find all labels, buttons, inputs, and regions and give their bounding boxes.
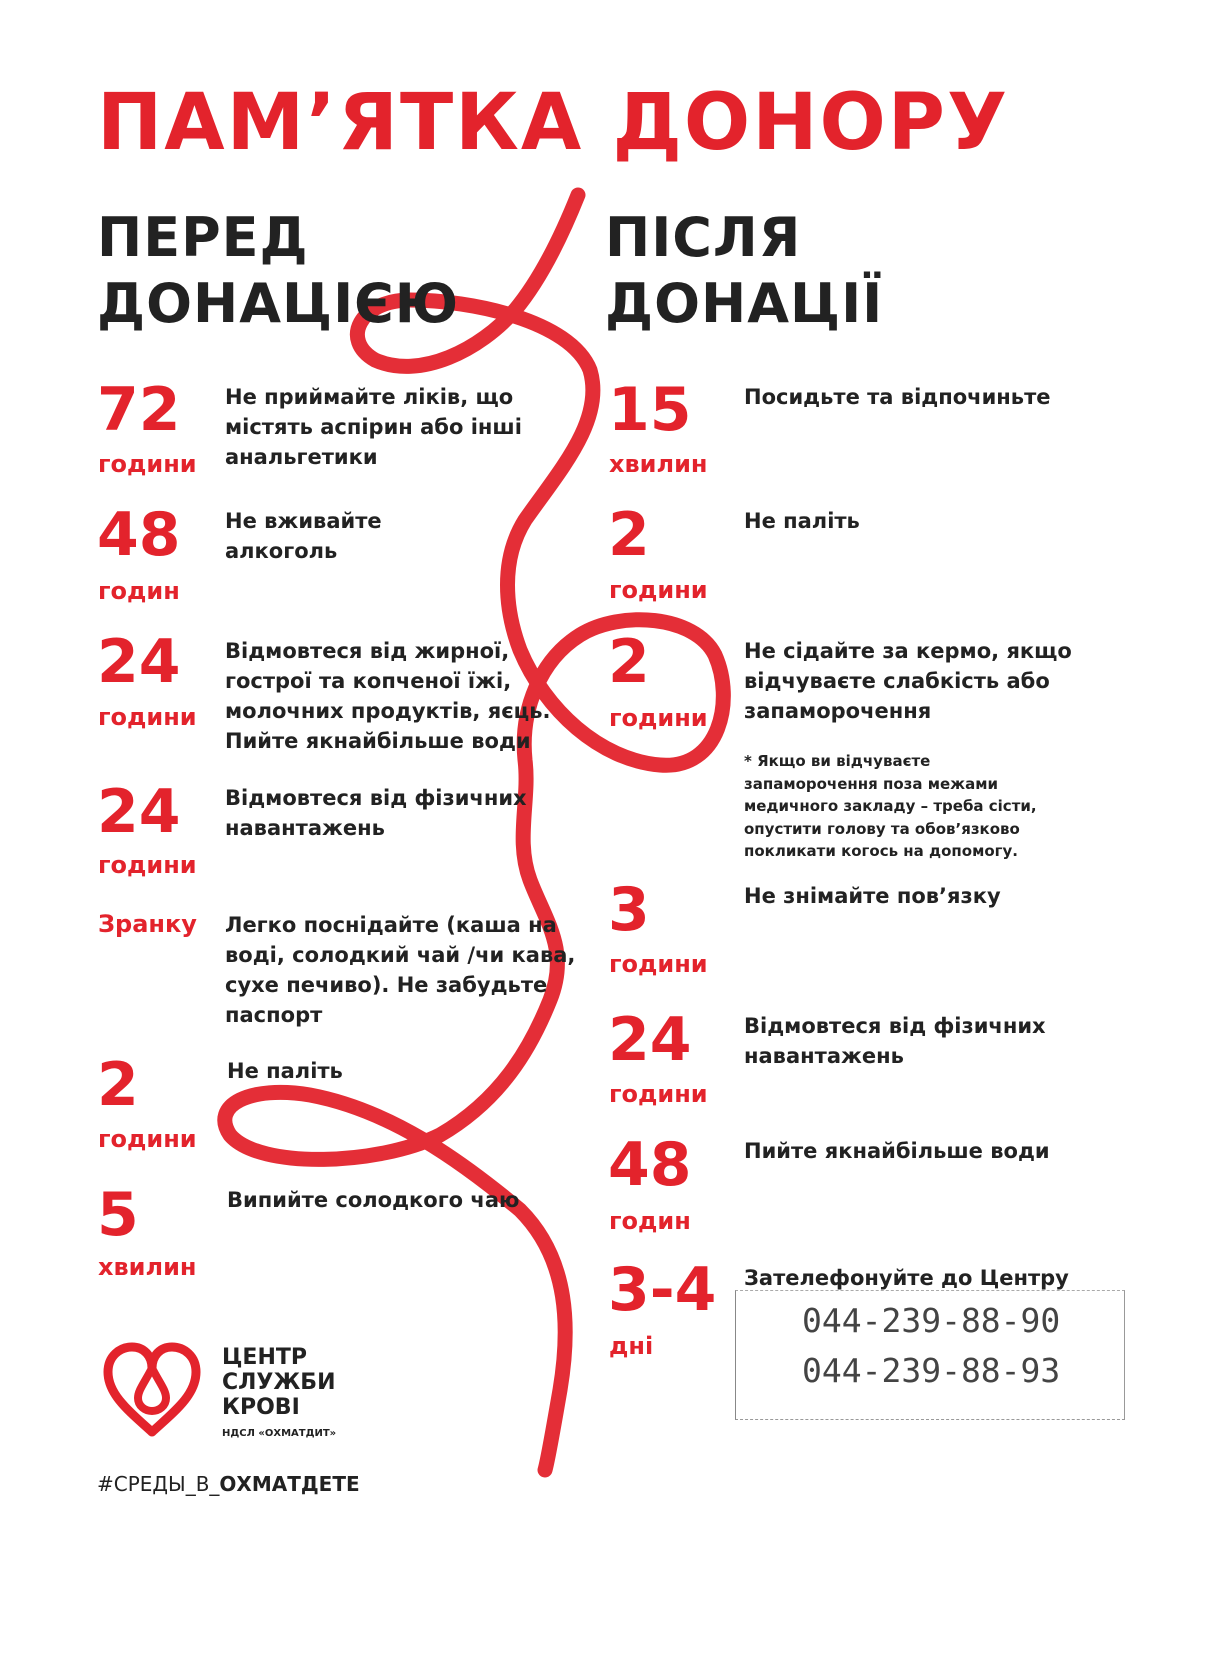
hashtag: #СРЕДЫ_В_ОХМАТДЕТЕ [97,1472,360,1496]
after-item-text: Відмовтеся від фізичних навантажень [744,1014,1046,1068]
after-item-number: 2 [608,627,650,697]
after-item-text: Не паліть [744,509,860,533]
before-item-number: 24 [97,627,181,697]
before-donation-heading: ПЕРЕД ДОНАЦІЄЮ [97,206,460,335]
after-donation-heading: ПІСЛЯ ДОНАЦІЇ [605,206,884,335]
after-item-unit: дні [609,1332,654,1360]
before-item-text: Не паліть [227,1059,343,1083]
after-item-text: Не знімайте пов’язку [744,884,1001,908]
after-item-unit: хвилин [609,450,708,478]
after-item-number: 3-4 [608,1255,717,1325]
after-item-number: 2 [608,500,650,570]
after-item-text: Посидьте та відпочиньте [744,385,1051,409]
before-item-text: Відмовтеся від фізичних навантажень [225,786,527,840]
after-item-unit: години [609,576,708,604]
before-item-unit: години [98,703,197,731]
dizziness-note: * Якщо ви відчуваєте запаморочення поза … [744,752,1037,860]
before-item-number: 2 [97,1050,139,1120]
before-item-number: 72 [97,375,181,445]
after-item-number: 48 [608,1130,692,1200]
after-item-unit: години [609,704,708,732]
page-title: ПАМ’ЯТКА ДОНОРУ [97,78,1010,168]
before-item-number: 24 [97,777,181,847]
before-item-number: 5 [97,1180,139,1250]
after-item-number: 15 [608,375,692,445]
before-item-unit: годин [98,577,180,605]
before-item-text: Випийте солодкого чаю [227,1188,520,1212]
hashtag-bold: ОХМАТДЕТЕ [219,1472,360,1496]
after-item-unit: годин [609,1207,691,1235]
after-item-unit: години [609,950,708,978]
phone-number: 044-239-88-90 [802,1301,1061,1340]
before-item-text: Легко поснідайте (каша на воді, солодкий… [225,913,576,1027]
after-item-text: Зателефонуйте до Центру [744,1266,1069,1290]
hashtag-plain: #СРЕДЫ_В_ [97,1472,220,1496]
before-item-text: Не приймайте ліків, що містять аспірин а… [225,385,522,469]
after-item-text: Пийте якнайбільше води [744,1139,1050,1163]
before-item-unit: години [98,851,197,879]
before-item-unit: Зранку [98,910,197,938]
before-item-unit: години [98,450,197,478]
before-item-unit: години [98,1125,197,1153]
before-item-text: Не вживайте алкоголь [225,509,382,563]
heart-drop-icon [103,1342,201,1437]
before-item-number: 48 [97,500,181,570]
before-item-unit: хвилин [98,1253,197,1281]
after-item-unit: години [609,1080,708,1108]
logo-name: ЦЕНТР СЛУЖБИ КРОВІ [222,1345,336,1420]
after-item-number: 24 [608,1005,692,1075]
before-item-text: Відмовтеся від жирної, гострої та копчен… [225,639,551,753]
after-item-text: Не сідайте за кермо, якщо відчуваєте сла… [744,639,1072,723]
after-item-number: 3 [608,875,650,945]
phone-stamp: 044-239-88-90 044-239-88-93 [735,1290,1125,1420]
phone-number: 044-239-88-93 [802,1351,1061,1390]
logo-subtitle: НДСЛ «ОХМАТДИТ» [222,1428,337,1439]
